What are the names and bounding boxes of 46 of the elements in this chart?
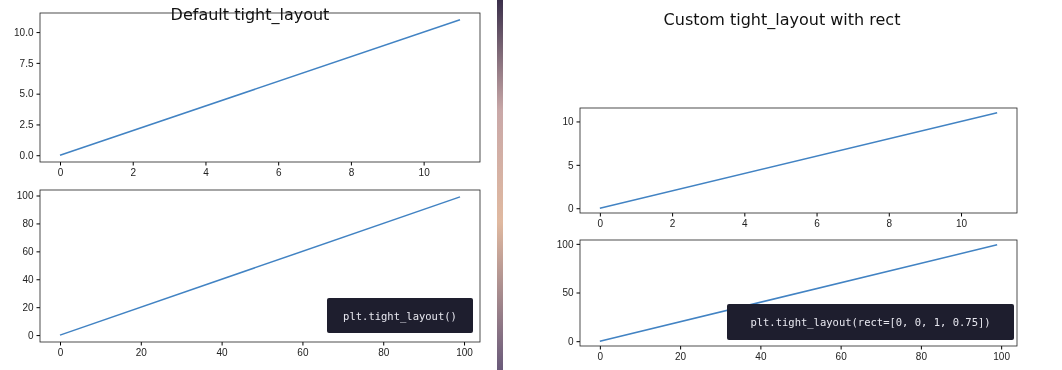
x-tick-label: 2: [669, 217, 676, 229]
x-tick-label: 60: [297, 346, 309, 358]
y-tick-label: 0: [27, 329, 34, 341]
x-tick-label: 0: [597, 350, 604, 362]
y-tick-label: 100: [16, 190, 34, 202]
y-tick-label: 7.5: [19, 57, 34, 69]
x-tick-label: 60: [835, 350, 848, 362]
y-tick-label: 50: [562, 287, 574, 299]
x-tick-label: 8: [886, 217, 893, 229]
y-tick-label: 2.5: [19, 119, 34, 131]
x-tick-label: 4: [203, 166, 210, 178]
x-tick-label: 100: [993, 350, 1011, 362]
chart-title: Default tight_layout: [170, 5, 330, 25]
x-tick-label: 0: [597, 217, 604, 229]
x-tick-label: 8: [348, 166, 355, 178]
code-box: plt.tight_layout(rect=[0, 0, 1, 0.75]): [727, 304, 1014, 340]
y-tick-label: 0.0: [19, 149, 34, 161]
x-tick-label: 40: [755, 350, 767, 362]
x-tick-label: 6: [275, 166, 282, 178]
x-tick-label: 80: [378, 346, 390, 358]
y-tick-label: 5.0: [19, 88, 34, 100]
y-tick-label: 40: [22, 273, 34, 285]
x-tick-label: 0: [57, 346, 64, 358]
y-tick-label: 0: [567, 335, 574, 347]
x-tick-label: 20: [675, 350, 687, 362]
x-tick-label: 100: [456, 346, 474, 358]
x-tick-label: 0: [57, 166, 64, 178]
x-tick-label: 10: [418, 166, 431, 178]
x-tick-label: 2: [130, 166, 137, 178]
y-tick-label: 10.0: [14, 26, 34, 38]
chart-title: Custom tight_layout with rect: [663, 10, 901, 30]
y-tick-label: 5: [567, 159, 574, 171]
x-tick-label: 6: [814, 217, 821, 229]
code-box: plt.tight_layout(): [327, 298, 473, 333]
y-tick-label: 100: [556, 238, 574, 250]
y-tick-label: 20: [22, 301, 34, 313]
annotation: plt.tight_layout(): [343, 309, 457, 323]
annotation: plt.tight_layout(rect=[0, 0, 1, 0.75]): [750, 316, 991, 329]
x-tick-label: 4: [742, 217, 749, 229]
x-tick-label: 20: [135, 346, 148, 358]
x-tick-label: 10: [955, 217, 968, 229]
y-tick-label: 60: [22, 246, 34, 258]
x-tick-label: 40: [216, 346, 229, 358]
y-tick-label: 0: [567, 202, 574, 214]
x-tick-label: 80: [915, 350, 928, 362]
y-tick-label: 10: [562, 116, 574, 128]
